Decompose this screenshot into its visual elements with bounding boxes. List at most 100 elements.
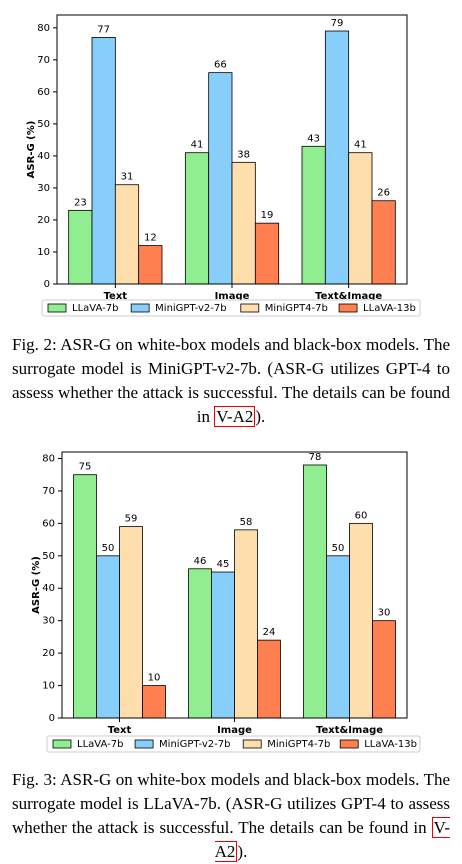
y-tick-label: 0 bbox=[49, 713, 55, 724]
legend-swatch bbox=[242, 739, 262, 749]
bar bbox=[254, 222, 280, 285]
value-label: 19 bbox=[261, 210, 274, 221]
value-label: 59 bbox=[125, 514, 138, 525]
value-label: 60 bbox=[355, 510, 368, 521]
value-label: 31 bbox=[121, 172, 134, 183]
legend-swatch bbox=[338, 303, 358, 313]
bar bbox=[119, 526, 143, 719]
bar bbox=[372, 620, 396, 719]
y-tick-label: 40 bbox=[37, 151, 50, 162]
y-tick-label: 80 bbox=[42, 453, 55, 464]
y-tick-label: 30 bbox=[37, 183, 50, 194]
bar bbox=[96, 555, 120, 719]
caption-end: ). bbox=[237, 842, 248, 861]
bar bbox=[68, 209, 93, 285]
legend-swatch bbox=[52, 739, 72, 749]
value-label: 79 bbox=[331, 18, 344, 29]
value-label: 12 bbox=[144, 233, 157, 244]
value-label: 50 bbox=[332, 543, 345, 554]
y-tick-label: 50 bbox=[37, 119, 50, 130]
caption: Fig. 3: ASR-G on white-box models and bl… bbox=[12, 768, 450, 864]
y-tick-label: 70 bbox=[42, 486, 55, 497]
bar bbox=[371, 200, 396, 285]
bar bbox=[324, 30, 350, 285]
value-label: 41 bbox=[354, 140, 367, 151]
x-tick-label: Text&Image bbox=[315, 291, 382, 302]
value-label: 45 bbox=[217, 559, 230, 570]
bar bbox=[301, 145, 326, 285]
bar bbox=[91, 37, 116, 285]
value-label: 78 bbox=[309, 452, 322, 463]
x-tick-label: Text&Image bbox=[316, 725, 383, 736]
value-label: 10 bbox=[148, 673, 161, 684]
legend-label: MiniGPT4-7b bbox=[267, 739, 330, 750]
legend-swatch bbox=[130, 303, 150, 313]
bar bbox=[138, 245, 163, 285]
legend-label: LLaVA-7b bbox=[72, 303, 118, 314]
plot-frame bbox=[56, 14, 408, 285]
y-tick-label: 60 bbox=[42, 518, 55, 529]
y-axis-label: ASR-G (%) bbox=[26, 121, 37, 179]
value-label: 58 bbox=[240, 517, 253, 528]
y-tick-label: 10 bbox=[42, 681, 55, 692]
value-label: 66 bbox=[214, 60, 227, 71]
bar bbox=[257, 639, 281, 719]
bar bbox=[188, 568, 212, 719]
value-label: 43 bbox=[307, 133, 320, 144]
plot-frame bbox=[61, 451, 408, 719]
value-label: 41 bbox=[191, 140, 204, 151]
caption-text: Fig. 2: ASR-G on white-box models and bl… bbox=[12, 335, 450, 426]
caption: Fig. 2: ASR-G on white-box models and bl… bbox=[12, 333, 450, 429]
legend-label: MiniGPT-v2-7b bbox=[159, 739, 230, 750]
bar bbox=[211, 571, 235, 719]
bar bbox=[231, 161, 256, 285]
legend-label: LLaVA-13b bbox=[364, 739, 417, 750]
y-tick-label: 50 bbox=[42, 551, 55, 562]
y-tick-label: 20 bbox=[42, 648, 55, 659]
caption-link[interactable]: V-A2 bbox=[214, 817, 450, 862]
x-tick-label: Text bbox=[108, 725, 132, 736]
bar bbox=[348, 152, 373, 285]
legend-label: LLaVA-7b bbox=[77, 739, 123, 750]
value-label: 26 bbox=[377, 188, 390, 199]
y-tick-label: 0 bbox=[44, 279, 50, 290]
y-tick-label: 20 bbox=[37, 215, 50, 226]
y-tick-label: 10 bbox=[37, 247, 50, 258]
y-tick-label: 80 bbox=[37, 23, 50, 34]
legend-swatch bbox=[47, 303, 67, 313]
bar bbox=[142, 685, 166, 719]
value-label: 38 bbox=[237, 149, 250, 160]
bar bbox=[114, 184, 140, 285]
legend-label: MiniGPT-v2-7b bbox=[155, 303, 226, 314]
caption-link[interactable]: V-A2 bbox=[214, 406, 256, 427]
y-tick-label: 40 bbox=[42, 583, 55, 594]
value-label: 24 bbox=[263, 627, 276, 638]
legend-swatch bbox=[134, 739, 154, 749]
y-axis-label: ASR-G (%) bbox=[31, 556, 42, 614]
bar bbox=[234, 529, 258, 719]
y-tick-label: 60 bbox=[37, 87, 50, 98]
legend-label: LLaVA-13b bbox=[363, 303, 416, 314]
bar bbox=[73, 474, 97, 719]
value-label: 75 bbox=[79, 462, 92, 473]
value-label: 46 bbox=[194, 556, 207, 567]
legend-swatch bbox=[339, 739, 359, 749]
caption-end: ). bbox=[255, 407, 266, 426]
value-label: 50 bbox=[102, 543, 115, 554]
bar bbox=[303, 464, 327, 719]
value-label: 23 bbox=[74, 197, 87, 208]
legend-swatch bbox=[240, 303, 260, 313]
x-tick-label: Image bbox=[215, 291, 250, 302]
y-tick-label: 30 bbox=[42, 616, 55, 627]
bar bbox=[184, 152, 210, 285]
x-tick-label: Image bbox=[217, 725, 252, 736]
bar bbox=[208, 72, 233, 285]
x-tick-label: Text bbox=[104, 291, 128, 302]
bar bbox=[326, 555, 350, 719]
value-label: 30 bbox=[378, 608, 391, 619]
y-tick-label: 70 bbox=[37, 55, 50, 66]
caption-text: Fig. 3: ASR-G on white-box models and bl… bbox=[12, 770, 450, 837]
bar bbox=[349, 522, 373, 719]
